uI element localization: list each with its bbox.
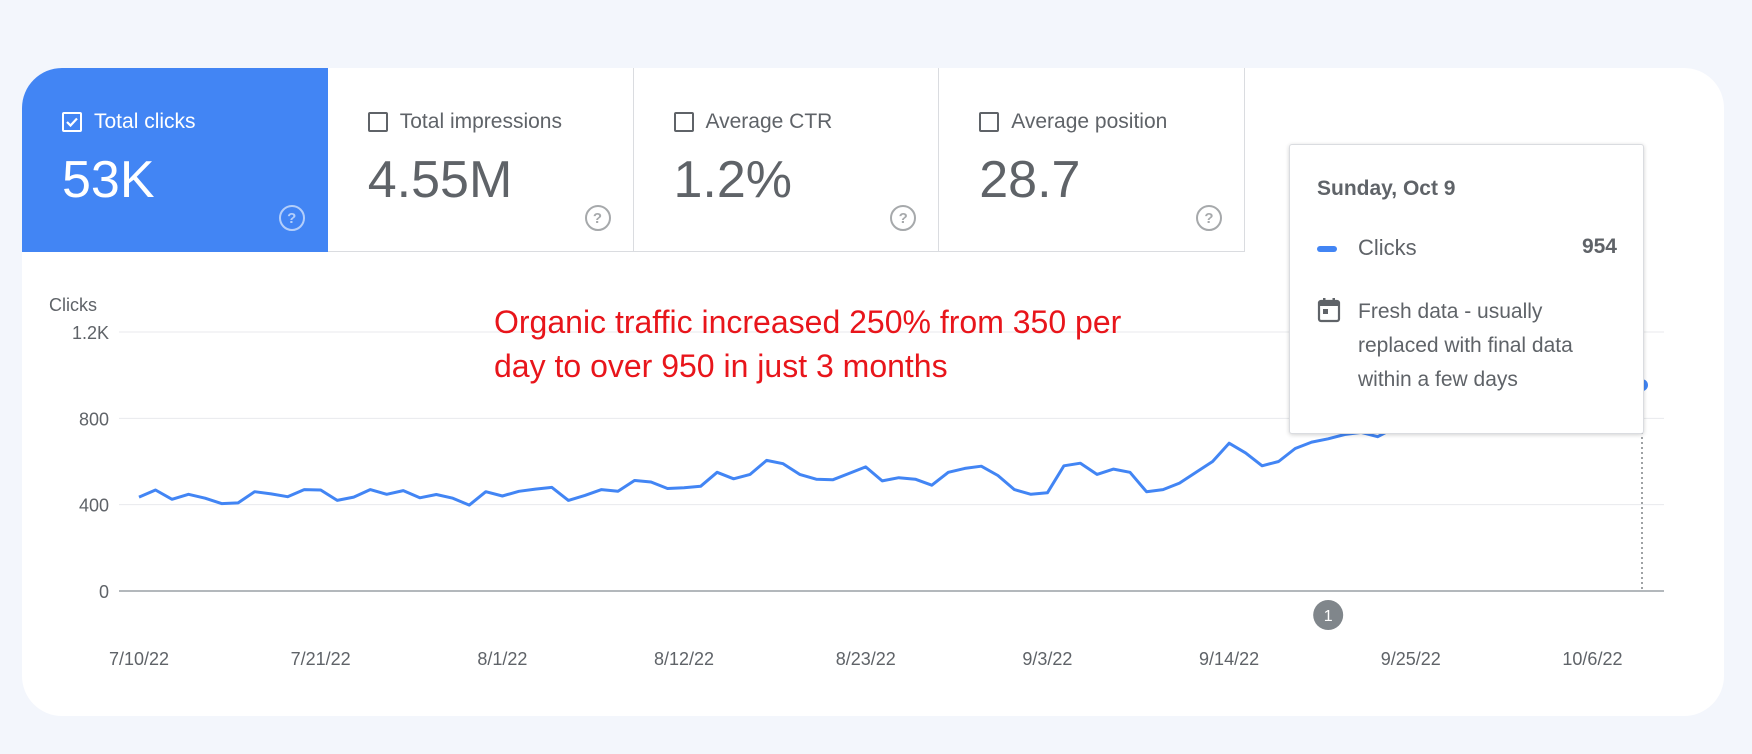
checkbox-icon[interactable]: [673, 112, 694, 132]
calendar-icon: [1317, 297, 1341, 328]
chart-tooltip: Sunday, Oct 9 Clicks 954 Fresh data - us…: [1289, 144, 1644, 434]
checkbox-icon[interactable]: [979, 112, 1000, 132]
series-swatch: [1317, 246, 1337, 252]
help-icon[interactable]: ?: [584, 205, 611, 231]
x-tick-label: 9/3/22: [1022, 649, 1072, 669]
metric-value: 1.2%: [673, 151, 793, 209]
y-tick-label: 1.2K: [72, 323, 109, 343]
metric-value: 28.7: [979, 151, 1081, 209]
checkbox-checked-icon[interactable]: [62, 112, 82, 132]
tooltip-date: Sunday, Oct 9: [1317, 177, 1456, 200]
x-tick-label: 8/23/22: [836, 649, 896, 669]
metric-total-impressions[interactable]: Total impressions 4.55M ?: [327, 68, 634, 252]
annotation-text: Organic traffic increased 250% from 350 …: [494, 304, 1122, 384]
metric-label: Average position: [1011, 110, 1168, 133]
x-tick-label: 7/21/22: [291, 649, 351, 669]
help-icon[interactable]: ?: [278, 205, 305, 231]
metric-value: 4.55M: [367, 151, 513, 209]
y-axis-label: Clicks: [49, 295, 97, 315]
x-tick-label: 9/25/22: [1381, 649, 1441, 669]
metric-total-clicks[interactable]: Total clicks 53K ?: [22, 68, 328, 252]
clicks-chart: 0 400 800 1.2K Clicks 7/10/22 7/21/22 8/1/22 8/1…: [49, 295, 1664, 669]
metric-value: 53K: [62, 151, 155, 209]
x-tick-label: 9/14/22: [1199, 649, 1259, 669]
metric-label: Average CTR: [705, 110, 833, 133]
tooltip-series-name: Clicks: [1358, 235, 1417, 260]
x-tick-label: 7/10/22: [109, 649, 169, 669]
help-icon[interactable]: ?: [890, 205, 917, 231]
metric-label: Total impressions: [399, 110, 562, 133]
event-marker: [1313, 600, 1344, 630]
x-tick-label: 10/6/22: [1562, 649, 1622, 669]
y-tick-label: 0: [99, 582, 109, 602]
performance-card: 0 400 800 1.2K Clicks 7/10/22 7/21/22 8/1/22 8/1…: [22, 68, 1724, 716]
x-tick-label: 8/12/22: [654, 649, 714, 669]
metric-average-ctr[interactable]: Average CTR 1.2% ?: [633, 68, 940, 252]
y-tick-label: 400: [79, 496, 109, 516]
metric-tabs: Total clicks 53K ? Total impressions 4.5…: [22, 68, 1245, 253]
tooltip-note: Fresh data - usually replaced with final…: [1358, 300, 1573, 391]
tooltip-value: 954: [1581, 235, 1617, 258]
help-icon[interactable]: ?: [1196, 205, 1222, 231]
x-tick-label: 8/1/22: [477, 649, 527, 669]
metric-label: Total clicks: [94, 110, 196, 133]
y-tick-label: 800: [79, 409, 109, 429]
checkbox-icon[interactable]: [367, 112, 388, 132]
metric-average-position[interactable]: Average position 28.7 ?: [939, 68, 1245, 252]
event-marker-label: 1: [1324, 608, 1333, 625]
